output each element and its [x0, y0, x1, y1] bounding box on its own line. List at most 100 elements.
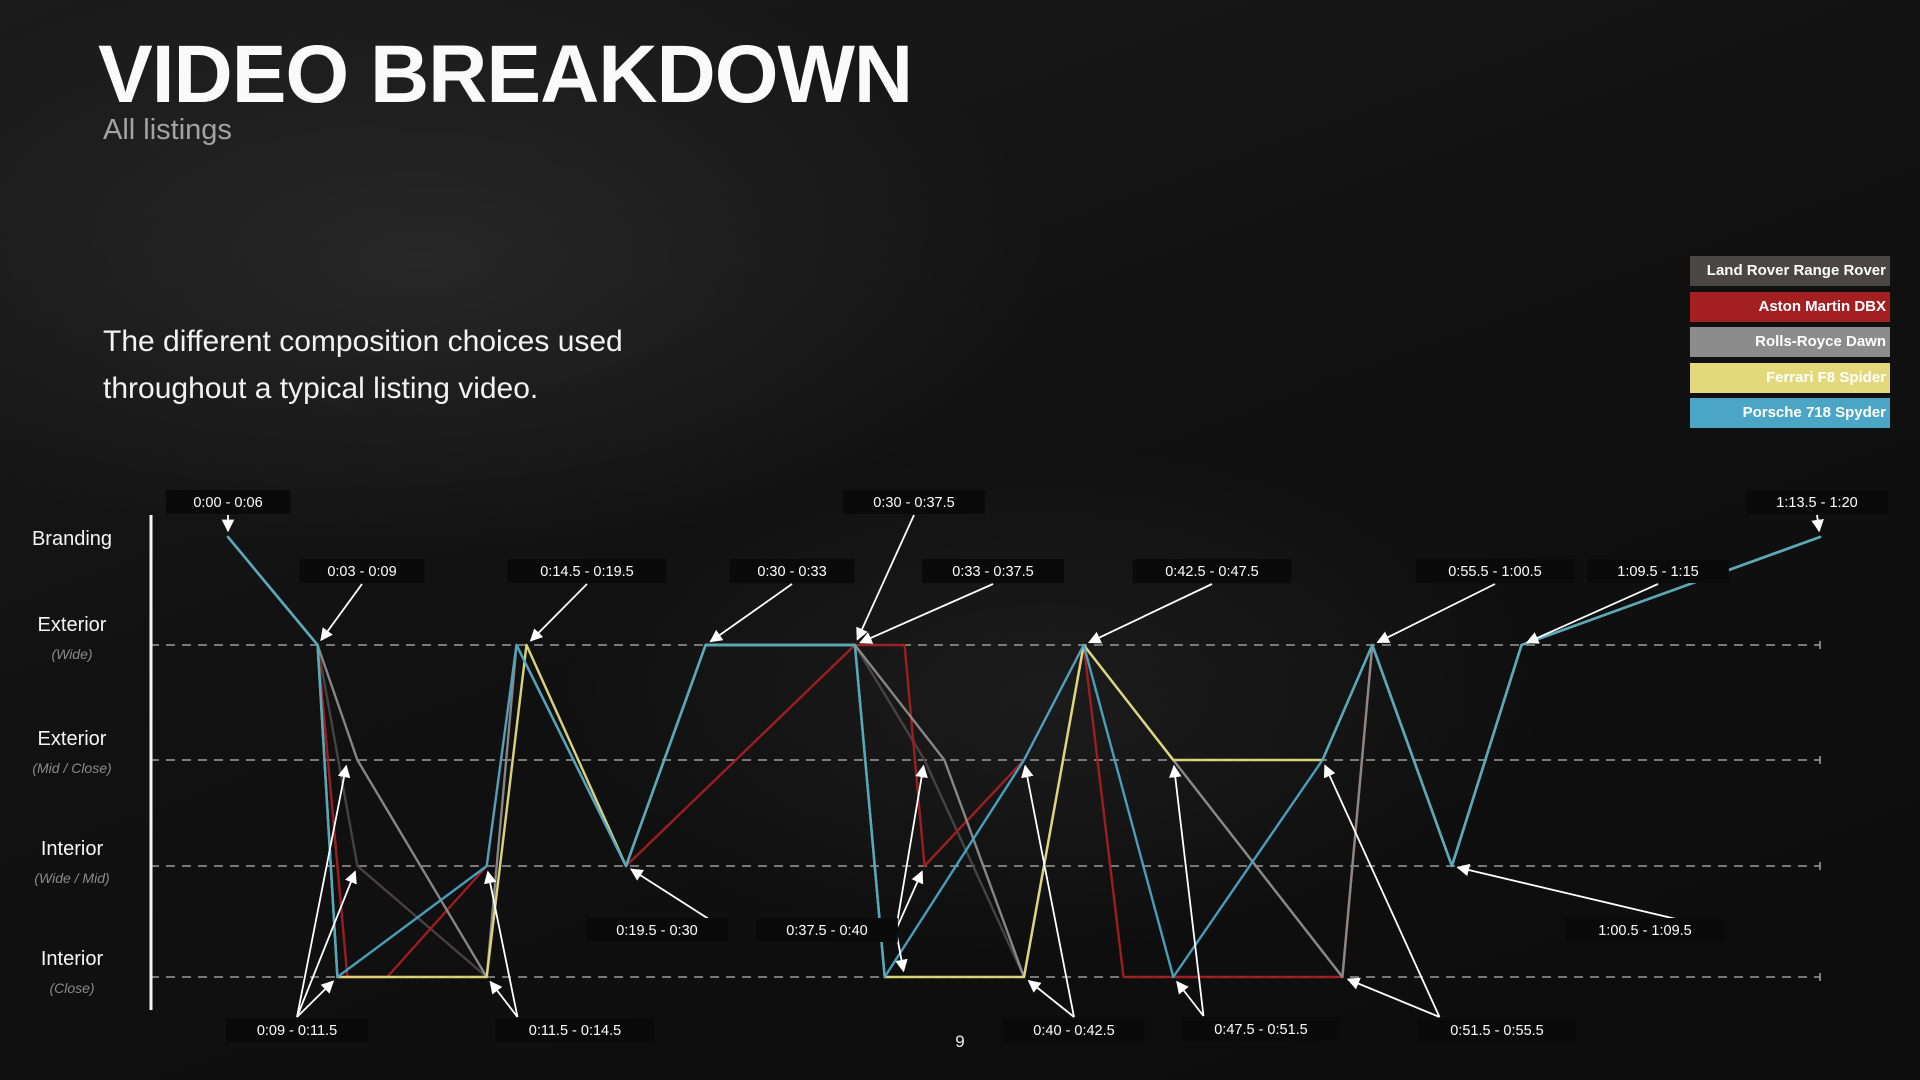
- annotation-label: 0:19.5 - 0:30: [616, 923, 697, 939]
- annotation-box: [1587, 559, 1729, 583]
- annotation-arrow: [1346, 977, 1440, 1018]
- annotation-arrow: [296, 980, 335, 1018]
- annotation-arrow: [1087, 583, 1213, 644]
- annotation: 0:40 - 0:42.5: [1003, 764, 1145, 1042]
- annotation: 0:03 - 0:09: [299, 559, 425, 642]
- annotation-arrow: [856, 514, 915, 641]
- annotation-box: [1417, 1018, 1577, 1042]
- annotation: 1:00.5 - 1:09.5: [1456, 863, 1725, 942]
- annotation-arrow: [1525, 583, 1659, 644]
- page-number: 9: [955, 1032, 965, 1051]
- annotation: 0:09 - 0:11.5: [226, 764, 368, 1042]
- y-category-label: Interior: [41, 948, 104, 970]
- annotation-arrow: [1176, 980, 1205, 1017]
- annotation-box: [1181, 1017, 1341, 1041]
- annotation-box: [165, 490, 291, 514]
- annotation-box: [507, 559, 667, 583]
- annotation-label: 0:55.5 - 1:00.5: [1448, 564, 1542, 580]
- annotation-label: 0:47.5 - 0:51.5: [1214, 1022, 1308, 1038]
- y-category-sublabel: (Wide): [51, 646, 92, 662]
- annotation-arrow: [895, 870, 924, 931]
- annotation-label: 1:09.5 - 1:15: [1617, 564, 1698, 580]
- annotation: 0:42.5 - 0:47.5: [1087, 559, 1292, 644]
- y-category-label: Interior: [41, 838, 104, 860]
- annotation-label: 0:14.5 - 0:19.5: [540, 564, 634, 580]
- annotation-box: [1746, 490, 1888, 514]
- annotation-box: [756, 918, 898, 942]
- annotation-arrow: [1021, 764, 1075, 1018]
- annotation-label: 0:40 - 0:42.5: [1033, 1023, 1114, 1039]
- annotation-arrow: [483, 870, 519, 1018]
- annotation: 0:00 - 0:06: [165, 490, 291, 533]
- annotation-label: 0:11.5 - 0:14.5: [529, 1023, 621, 1039]
- annotation-label: 1:13.5 - 1:20: [1776, 495, 1857, 511]
- annotation-box: [1415, 559, 1575, 583]
- chart-legend: Land Rover Range Rover Aston Martin DBX …: [1690, 256, 1890, 434]
- annotation-box: [1132, 559, 1292, 583]
- y-category-label: Exterior: [38, 728, 107, 750]
- annotation-arrow: [489, 980, 519, 1018]
- annotation-arrow: [1323, 764, 1441, 1018]
- annotation-label: 0:09 - 0:11.5: [257, 1023, 337, 1039]
- annotation: 0:33 - 0:37.5: [859, 559, 1064, 644]
- annotation-label: 0:33 - 0:37.5: [952, 564, 1033, 580]
- legend-item: Porsche 718 Spyder: [1690, 398, 1890, 428]
- annotation-label: 0:37.5 - 0:40: [786, 923, 867, 939]
- annotation: 1:09.5 - 1:15: [1525, 559, 1729, 644]
- annotation-arrow: [320, 583, 363, 642]
- annotation: 1:13.5 - 1:20: [1746, 490, 1888, 533]
- annotation-label: 0:51.5 - 0:55.5: [1450, 1023, 1544, 1039]
- annotation-box: [1003, 1018, 1145, 1042]
- annotation-arrow: [529, 583, 588, 642]
- series-line: [226, 535, 1822, 979]
- annotation: 0:11.5 - 0:14.5: [483, 870, 655, 1042]
- annotation-box: [729, 559, 855, 583]
- annotation-box: [922, 559, 1064, 583]
- series-line: [226, 535, 1822, 979]
- annotation: 0:30 - 0:33: [709, 559, 855, 643]
- annotation-box: [843, 490, 985, 514]
- annotation-arrow: [296, 764, 351, 1018]
- annotation-arrow: [1169, 764, 1205, 1017]
- annotation-arrow: [859, 583, 994, 644]
- annotation-arrow: [296, 870, 357, 1018]
- y-category-sublabel: (Wide / Mid): [34, 870, 109, 886]
- slide-title: VIDEO BREAKDOWN: [98, 29, 913, 120]
- y-category-label: Branding: [32, 528, 112, 550]
- legend-item: Aston Martin DBX: [1690, 291, 1890, 322]
- annotation-box: [1565, 918, 1725, 942]
- legend-item: Land Rover Range Rover: [1690, 256, 1890, 286]
- annotation-label: 0:30 - 0:33: [757, 564, 826, 580]
- annotation-arrow: [895, 764, 928, 931]
- annotation: 0:51.5 - 0:55.5: [1323, 764, 1577, 1042]
- annotation: 0:55.5 - 1:00.5: [1376, 559, 1575, 644]
- annotation: 0:37.5 - 0:40: [756, 764, 928, 973]
- annotation-label: 0:42.5 - 0:47.5: [1165, 564, 1259, 580]
- legend-item: Ferrari F8 Spider: [1690, 362, 1890, 393]
- annotation-box: [586, 918, 728, 942]
- annotation: 0:30 - 0:37.5: [843, 490, 985, 641]
- series-line: [226, 535, 1822, 979]
- annotation: 0:14.5 - 0:19.5: [507, 559, 667, 642]
- legend-item: Rolls-Royce Dawn: [1690, 327, 1890, 357]
- annotation-box: [226, 1018, 368, 1042]
- annotation: 0:19.5 - 0:30: [586, 868, 728, 942]
- annotation-box: [299, 559, 425, 583]
- annotation-label: 0:30 - 0:37.5: [873, 495, 954, 511]
- annotation-label: 0:03 - 0:09: [327, 564, 396, 580]
- annotation-box: [495, 1018, 655, 1042]
- y-category-sublabel: (Mid / Close): [32, 760, 111, 776]
- annotation-arrow: [1376, 583, 1496, 644]
- slide-description: The different composition choices used t…: [103, 325, 623, 405]
- annotation-arrow: [1811, 514, 1824, 533]
- annotation-arrow: [1027, 979, 1075, 1018]
- series-line: [226, 535, 1822, 979]
- annotation-arrow: [709, 583, 793, 643]
- annotation: 0:47.5 - 0:51.5: [1169, 764, 1341, 1041]
- slide-subtitle: All listings: [103, 114, 232, 146]
- series-line: [226, 535, 1822, 979]
- y-category-sublabel: (Close): [49, 980, 94, 996]
- annotation-label: 1:00.5 - 1:09.5: [1598, 923, 1692, 939]
- y-category-label: Exterior: [38, 614, 107, 636]
